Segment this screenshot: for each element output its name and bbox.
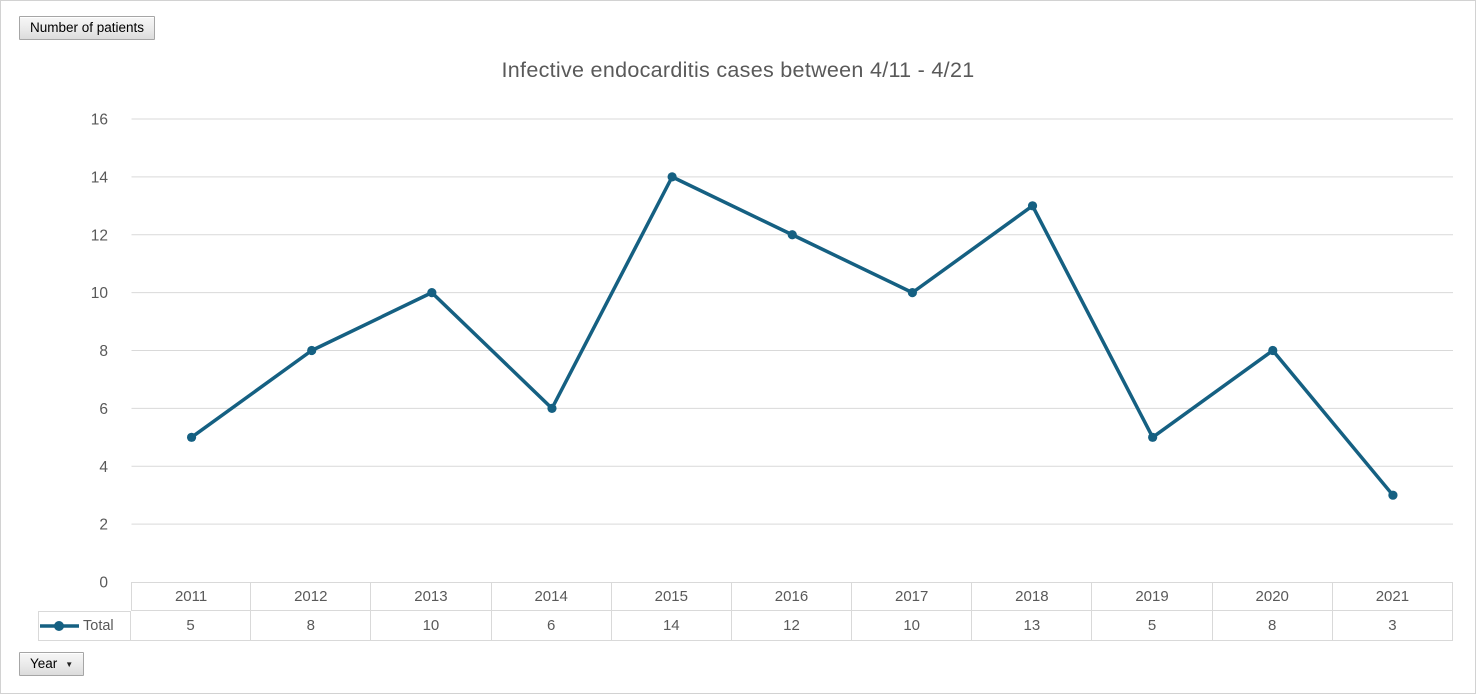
table-year-header: 2018: [972, 582, 1093, 611]
y-axis-tick-label: 2: [99, 517, 108, 534]
axis-field-label: Year: [30, 656, 58, 671]
data-table: 2011 2012 2013 2014 2015 2016 2017 2018 2019 2020…: [38, 582, 1453, 641]
table-year-header: 2020: [1212, 582, 1333, 611]
data-point-marker: [547, 403, 557, 413]
y-axis-tick-label: 10: [91, 285, 109, 302]
table-value-cell: 10: [371, 611, 492, 641]
table-corner-cell: [38, 582, 131, 611]
legend-key: Total: [38, 611, 131, 641]
table-value-cell: 5: [131, 611, 252, 641]
table-value-cell: 12: [731, 611, 853, 641]
legend-line-marker-icon: [40, 621, 79, 631]
table-year-header: 2011: [131, 582, 252, 611]
y-axis-tick-label: 14: [91, 169, 109, 186]
table-value-cell: 14: [611, 611, 732, 641]
table-year-header: 2019: [1092, 582, 1213, 611]
value-field-label: Number of patients: [30, 20, 145, 35]
y-axis-tick-label: 8: [99, 343, 108, 360]
table-value-cell: 3: [1332, 611, 1453, 641]
table-value-cell: 5: [1092, 611, 1213, 641]
table-year-header: 2017: [852, 582, 973, 611]
table-value-cell: 6: [491, 611, 612, 641]
data-point-marker: [427, 288, 437, 298]
table-value-cell: 13: [972, 611, 1093, 641]
table-year-header: 2016: [731, 582, 853, 611]
y-axis-tick-label: 0: [99, 575, 108, 592]
table-year-header: 2015: [611, 582, 732, 611]
axis-field-button[interactable]: Year ▼: [19, 652, 85, 676]
chart-title: Infective endocarditis cases between 4/1…: [501, 58, 975, 82]
dropdown-arrow-icon[interactable]: ▼: [65, 659, 74, 669]
table-year-header: 2013: [371, 582, 492, 611]
series-line: [189, 175, 1395, 497]
legend-series-label: Total: [83, 618, 114, 634]
y-axis-tick-label: 12: [91, 227, 108, 244]
table-value-cell: 8: [251, 611, 372, 641]
data-point-marker: [1148, 432, 1158, 442]
table-value-cell: 8: [1212, 611, 1333, 641]
table-year-header: 2021: [1332, 582, 1453, 611]
table-value-cell: 10: [852, 611, 973, 641]
data-point-marker: [907, 288, 917, 298]
y-axis-tick-label: 16: [91, 112, 108, 129]
table-year-header: 2012: [251, 582, 372, 611]
data-point-marker: [787, 230, 797, 240]
data-point-marker: [1027, 201, 1038, 211]
data-point-marker: [186, 432, 197, 442]
value-field-button[interactable]: Number of patients: [19, 16, 156, 40]
y-axis-tick-label: 4: [99, 459, 108, 476]
data-point-marker: [1268, 345, 1278, 356]
table-year-header: 2014: [491, 582, 612, 611]
data-point-marker: [667, 172, 677, 182]
y-axis-tick-label: 6: [99, 401, 108, 418]
data-point-marker: [307, 345, 317, 356]
data-point-marker: [1388, 490, 1398, 500]
